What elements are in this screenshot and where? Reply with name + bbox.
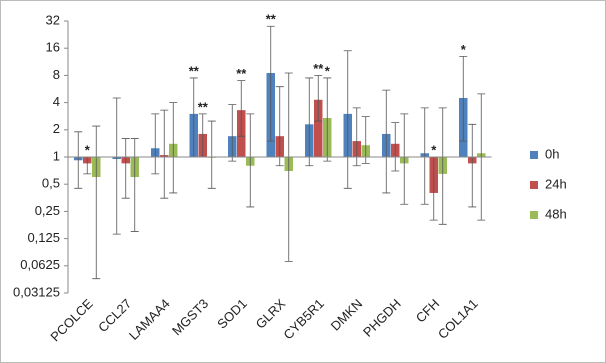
error-bar <box>266 25 275 142</box>
legend-swatch <box>530 181 538 189</box>
legend-label: 48h <box>545 206 567 221</box>
error-bar <box>343 50 352 189</box>
error-bar <box>121 138 130 199</box>
error-bar <box>169 102 178 194</box>
y-tick-label: 0,03125 <box>13 284 60 299</box>
y-tick-label: 0,5 <box>42 176 60 191</box>
annotation: * <box>431 142 437 157</box>
annotation: * <box>461 42 467 57</box>
error-bar <box>74 131 83 189</box>
legend-label: 24h <box>545 176 567 191</box>
y-tick-label: 2 <box>53 121 60 136</box>
error-bar <box>420 107 429 205</box>
annotation: ** <box>198 99 209 114</box>
error-bar <box>284 72 293 262</box>
error-bar <box>275 86 284 167</box>
error-bar <box>207 120 216 189</box>
error-bar <box>92 125 101 280</box>
y-tick-label: 32 <box>46 12 60 27</box>
y-tick-label: 4 <box>53 94 60 109</box>
error-bar <box>130 138 139 232</box>
bar <box>314 99 323 157</box>
error-bar <box>382 89 391 194</box>
error-bar <box>228 104 237 162</box>
error-bar <box>468 123 477 208</box>
error-bar <box>237 80 246 137</box>
y-tick-label: 0,125 <box>27 230 60 245</box>
annotation: * <box>85 142 91 157</box>
error-bar <box>305 77 314 167</box>
legend-label: 0h <box>545 146 559 161</box>
error-bar <box>151 113 160 175</box>
y-tick-label: 1 <box>53 148 60 163</box>
error-bar <box>160 109 169 199</box>
annotation: ** <box>266 12 277 27</box>
error-bar <box>459 55 468 142</box>
annotation: ** <box>236 66 247 81</box>
error-bar <box>438 107 447 225</box>
error-bar <box>391 122 400 172</box>
error-bar <box>314 75 323 122</box>
legend-swatch <box>530 151 538 159</box>
y-tick-label: 0,0625 <box>20 257 60 272</box>
error-bar <box>361 116 370 164</box>
y-tick-label: 8 <box>53 67 60 82</box>
annotation: ** <box>313 61 324 76</box>
annotation: ** <box>189 63 200 78</box>
annotation: * <box>325 63 331 78</box>
error-bar <box>246 113 255 208</box>
legend-swatch <box>530 211 538 219</box>
y-tick-label: 0,25 <box>35 203 60 218</box>
y-tick-label: 16 <box>46 40 60 55</box>
error-bar <box>323 77 332 162</box>
error-bar <box>400 113 409 205</box>
error-bar <box>112 97 121 235</box>
error-bar <box>352 107 361 167</box>
